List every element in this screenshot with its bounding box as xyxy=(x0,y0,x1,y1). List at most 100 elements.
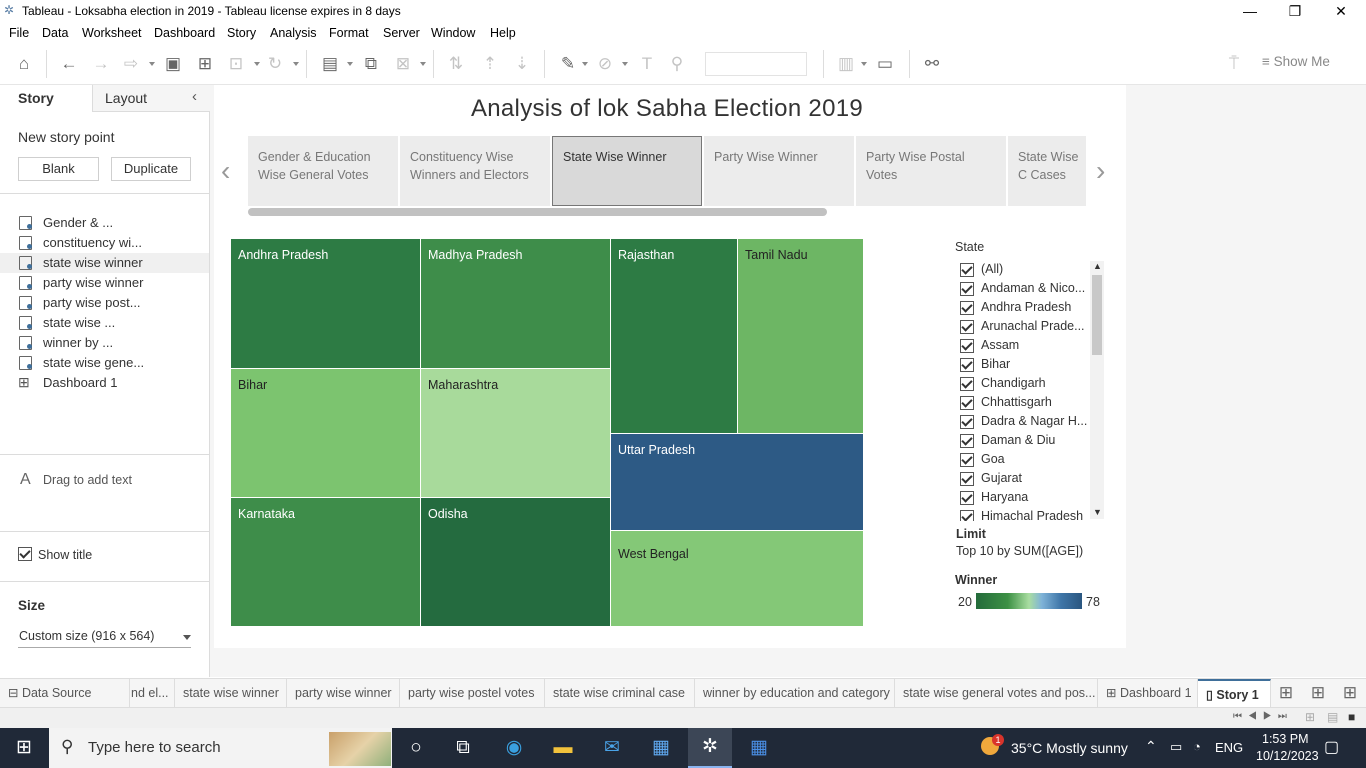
story-point-party-wise-postal[interactable]: Party Wise Postal Votes xyxy=(856,136,1008,206)
show-title-checkbox[interactable] xyxy=(18,547,32,561)
tab-party-wise-postel-votes[interactable]: party wise postel votes xyxy=(400,679,545,707)
menu-worksheet[interactable]: Worksheet xyxy=(82,26,142,40)
filter-item-haryana[interactable]: Haryana xyxy=(960,488,1100,507)
show-cards-dropdown-icon[interactable] xyxy=(861,62,867,66)
sheet-item-winner-by[interactable]: winner by ... xyxy=(0,333,209,353)
sheet-item-state-wise-winner[interactable]: state wise winner xyxy=(0,253,209,273)
treemap-tile-bihar[interactable]: Bihar xyxy=(231,369,421,498)
file-explorer-icon[interactable]: ▬ xyxy=(553,737,573,758)
battery-icon[interactable]: ▭ xyxy=(1170,739,1183,754)
menu-format[interactable]: Format xyxy=(329,26,369,40)
sheet-item-party-wise-postal[interactable]: party wise post... xyxy=(0,293,209,313)
treemap-tile-karnataka[interactable]: Karnataka xyxy=(231,498,421,627)
size-dropdown[interactable]: Custom size (916 x 564) xyxy=(18,627,191,648)
sort-ascending-icon[interactable]: ⇡ xyxy=(482,54,498,73)
checkbox[interactable] xyxy=(960,301,974,315)
refresh-dropdown-icon[interactable] xyxy=(293,62,299,66)
weather-text[interactable]: 35°C Mostly sunny xyxy=(1011,740,1128,756)
pause-dropdown-icon[interactable] xyxy=(254,62,260,66)
close-button[interactable]: ✕ xyxy=(1335,3,1347,19)
filter-item-goa[interactable]: Goa xyxy=(960,450,1100,469)
treemap-tile-maharashtra[interactable]: Maharashtra xyxy=(421,369,611,498)
story-navigator-scrollbar[interactable] xyxy=(248,208,827,216)
sheet-item-dashboard-1[interactable]: ⊞ Dashboard 1 xyxy=(0,373,209,393)
checkbox[interactable] xyxy=(960,282,974,296)
filter-item-arunachal[interactable]: Arunachal Prade... xyxy=(960,317,1100,336)
menu-data[interactable]: Data xyxy=(42,26,69,40)
tab-dashboard-1[interactable]: ⊞ Dashboard 1 xyxy=(1098,679,1198,707)
microsoft-store-icon[interactable]: ▦ xyxy=(652,737,670,758)
show-tabs-icon[interactable]: ■ xyxy=(1348,710,1356,724)
sheet-navigation-icons[interactable]: ⏮◀▶⏭ xyxy=(1233,711,1293,722)
menu-help[interactable]: Help xyxy=(490,26,516,40)
undo-icon[interactable]: ← xyxy=(60,54,78,73)
checkbox[interactable] xyxy=(960,510,974,521)
treemap-tile-andhra-pradesh[interactable]: Andhra Pradesh xyxy=(231,239,421,369)
menu-dashboard[interactable]: Dashboard xyxy=(154,26,216,40)
menu-story[interactable]: Story xyxy=(227,26,257,40)
filter-item-all[interactable]: (All) xyxy=(960,260,1100,279)
story-point-party-wise-winner[interactable]: Party Wise Winner xyxy=(704,136,856,206)
taskbar-search-box[interactable]: ⚲ Type here to search xyxy=(49,728,392,768)
group-paperclip-icon[interactable]: ⊘ xyxy=(597,54,613,73)
clock-time[interactable]: 1:53 PM xyxy=(1262,732,1309,746)
filter-scrollbar[interactable]: ▲ ▼ xyxy=(1090,261,1104,519)
story-point-constituency[interactable]: Constituency Wise Winners and Electors xyxy=(400,136,552,206)
next-point-icon[interactable]: › xyxy=(1096,155,1106,186)
drag-to-add-text[interactable]: Drag to add text xyxy=(43,473,132,487)
menu-analysis[interactable]: Analysis xyxy=(270,26,317,40)
sheet-item-gender[interactable]: Gender & ... xyxy=(0,213,209,233)
scroll-down-icon[interactable]: ▼ xyxy=(1093,507,1102,517)
filter-item-daman[interactable]: Daman & Diu xyxy=(960,431,1100,450)
tableau-taskbar-icon[interactable]: ✲ xyxy=(688,728,732,768)
tab-state-wise-general-votes[interactable]: state wise general votes and pos... xyxy=(895,679,1098,707)
edge-browser-icon[interactable]: ◉ xyxy=(505,737,523,758)
checkbox[interactable] xyxy=(960,491,974,505)
sort-descending-icon[interactable]: ⇣ xyxy=(514,54,530,73)
menu-file[interactable]: File xyxy=(9,26,30,40)
checkbox[interactable] xyxy=(960,453,974,467)
clock-date[interactable]: 10/12/2023 xyxy=(1256,749,1319,763)
new-worksheet-icon[interactable]: ▤ xyxy=(321,54,339,73)
tab-winner-by-education[interactable]: winner by education and category xyxy=(695,679,895,707)
cortana-icon[interactable]: ○ xyxy=(410,737,422,758)
refresh-icon[interactable]: ↻ xyxy=(267,54,283,73)
duplicate-sheet-icon[interactable]: ⧉ xyxy=(364,54,378,73)
task-view-icon[interactable]: ⧉ xyxy=(456,737,470,758)
save-icon[interactable]: ▣ xyxy=(164,54,182,73)
treemap-tile-uttar-pradesh[interactable]: Uttar Pradesh xyxy=(611,434,864,531)
group-dropdown-icon[interactable] xyxy=(622,62,628,66)
highlight-dropdown-icon[interactable] xyxy=(582,62,588,66)
calendar-icon[interactable]: ▦ xyxy=(750,737,768,758)
presentation-mode-icon[interactable]: ▭ xyxy=(876,54,894,73)
highlight-icon[interactable]: ✎ xyxy=(560,54,576,73)
show-sheet-sorter-icon[interactable]: ⊞ xyxy=(1305,710,1316,724)
treemap-tile-rajasthan[interactable]: Rajasthan xyxy=(611,239,738,434)
tab-layout[interactable]: Layout ‹ xyxy=(92,85,210,112)
filter-item-himachal[interactable]: Himachal Pradesh xyxy=(960,507,1100,521)
winner-color-ramp[interactable] xyxy=(976,593,1082,609)
checkbox[interactable] xyxy=(960,339,974,353)
tab-party-wise-winner[interactable]: party wise winner xyxy=(287,679,400,707)
sheet-item-party-wise-winner[interactable]: party wise winner xyxy=(0,273,209,293)
clear-dropdown-icon[interactable] xyxy=(420,62,426,66)
story-point-state-wise-cases[interactable]: State Wise C Cases xyxy=(1008,136,1088,206)
clear-sheet-icon[interactable]: ⊠ xyxy=(395,54,411,73)
tab-nd-el[interactable]: nd el... xyxy=(123,679,175,707)
new-data-source-icon[interactable]: ⊞ xyxy=(197,54,213,73)
filter-scroll-thumb[interactable] xyxy=(1092,275,1102,355)
treemap-tile-west-bengal[interactable]: West Bengal xyxy=(611,531,864,627)
paint-roller-icon[interactable]: ⍑ xyxy=(1228,54,1240,73)
new-dashboard-tab-icon[interactable]: ⊞ xyxy=(1310,683,1326,702)
checkbox[interactable] xyxy=(960,472,974,486)
filter-item-andhra-pradesh[interactable]: Andhra Pradesh xyxy=(960,298,1100,317)
filter-item-chandigarh[interactable]: Chandigarh xyxy=(960,374,1100,393)
chevron-up-icon[interactable]: ⌃ xyxy=(1145,738,1157,754)
checkbox[interactable] xyxy=(960,415,974,429)
checkbox[interactable] xyxy=(960,396,974,410)
menu-server[interactable]: Server xyxy=(383,26,420,40)
tab-story[interactable]: Story xyxy=(0,85,92,113)
previous-point-icon[interactable]: ‹ xyxy=(221,155,231,186)
checkbox[interactable] xyxy=(960,320,974,334)
scroll-up-icon[interactable]: ▲ xyxy=(1093,261,1102,271)
